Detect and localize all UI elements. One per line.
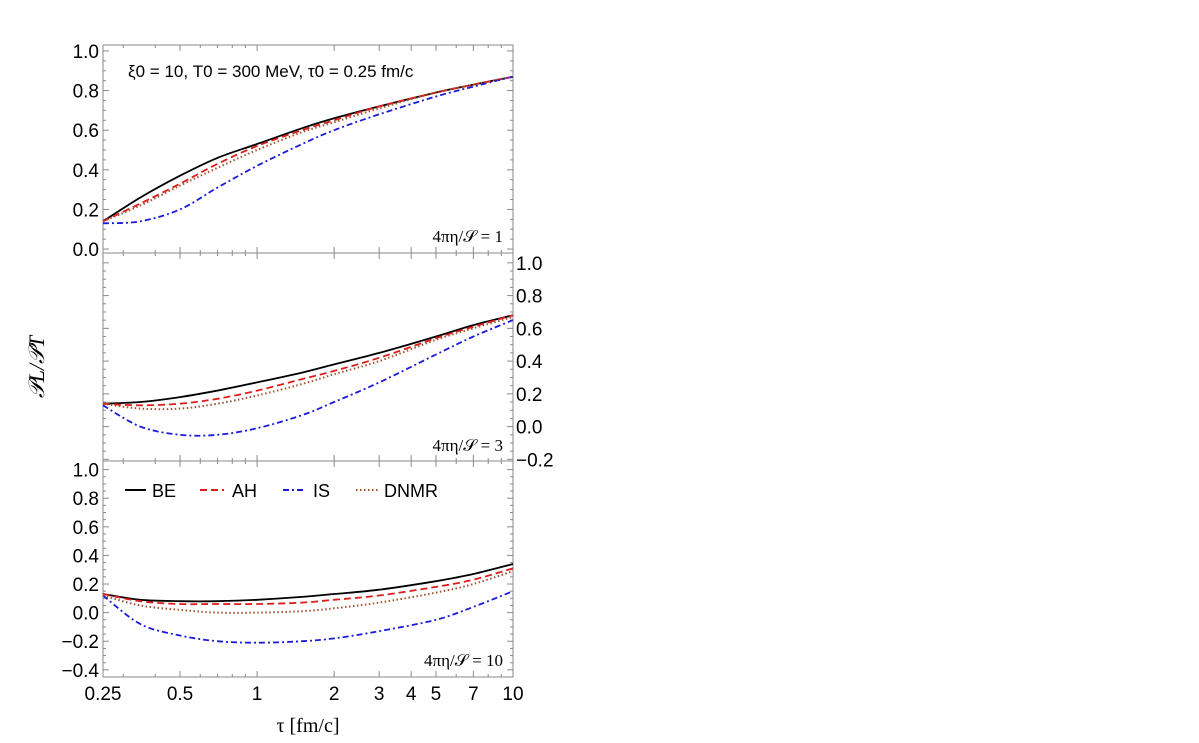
x-tick-label-0: 0.25 bbox=[85, 684, 122, 705]
x-axis-title: τ [fm/c] bbox=[276, 715, 339, 737]
y-tick-label-bottom-7: 1.0 bbox=[73, 461, 99, 482]
x-tick-label-7: 7 bbox=[468, 684, 479, 705]
y-tick-label-bottom-3: 0.2 bbox=[73, 575, 99, 596]
tick-labels-layer: 0.0 0.2 0.4 0.6 0.8 1.0 −0.2 0.0 0.2 0.4 0.6 0.8 1.0… bbox=[61, 42, 553, 705]
curve-is-bottom bbox=[102, 590, 514, 644]
y-tick-label-top-1: 0.2 bbox=[73, 200, 99, 221]
y-tick-label-bottom-2: 0.0 bbox=[73, 604, 99, 625]
panel-label-middle: 4πη/𝒮 = 3 bbox=[433, 436, 503, 455]
x-tick-label-2: 1 bbox=[252, 684, 263, 705]
x-tick-label-4: 3 bbox=[374, 684, 385, 705]
y-tick-label-bottom-1: −0.2 bbox=[61, 632, 99, 653]
parameters-annotation: ξ0 = 10, T0 = 300 MeV, τ0 = 0.25 fm/c bbox=[128, 62, 414, 81]
y-tick-label-top-4: 0.8 bbox=[73, 82, 99, 103]
legend-label-ah: AH bbox=[232, 481, 257, 501]
y-tick-label-bottom-6: 0.8 bbox=[73, 489, 99, 510]
curves-layer bbox=[102, 75, 514, 644]
y-tick-label-bottom-4: 0.4 bbox=[73, 546, 100, 567]
y-tick-label-top-2: 0.4 bbox=[73, 161, 100, 182]
curve-ah-middle bbox=[102, 314, 514, 407]
curve-dnmr-bottom bbox=[102, 570, 514, 614]
curve-dnmr-top bbox=[102, 75, 514, 223]
y-tick-label-middle-5: 0.8 bbox=[516, 287, 542, 308]
panel-label-top: 4πη/𝒮 = 1 bbox=[433, 227, 503, 246]
curve-dnmr-middle bbox=[102, 315, 514, 411]
y-tick-label-middle-3: 0.4 bbox=[516, 352, 543, 373]
x-tick-label-6: 5 bbox=[431, 684, 442, 705]
panel-frame-middle bbox=[102, 252, 514, 462]
y-tick-label-middle-6: 1.0 bbox=[516, 254, 542, 275]
ticks-layer bbox=[102, 45, 514, 677]
y-tick-label-top-5: 1.0 bbox=[73, 42, 99, 63]
curve-be-top bbox=[102, 75, 514, 223]
y-tick-label-middle-0: −0.2 bbox=[516, 450, 554, 471]
curve-be-bottom bbox=[102, 563, 514, 603]
x-tick-label-8: 10 bbox=[502, 684, 523, 705]
curve-ah-top bbox=[102, 75, 514, 223]
curve-is-middle bbox=[102, 319, 514, 437]
y-tick-label-bottom-0: −0.4 bbox=[61, 661, 99, 682]
y-tick-label-top-0: 0.0 bbox=[73, 240, 99, 261]
y-tick-label-middle-2: 0.2 bbox=[516, 385, 542, 406]
y-tick-label-bottom-5: 0.6 bbox=[73, 518, 99, 539]
y-tick-label-top-3: 0.6 bbox=[73, 121, 99, 142]
curve-is-top bbox=[102, 75, 514, 225]
panel-label-bottom: 4πη/𝒮 = 10 bbox=[424, 651, 503, 670]
y-tick-label-middle-1: 0.0 bbox=[516, 418, 542, 439]
y-axis-title: 𝒫L/𝒫T bbox=[24, 334, 49, 398]
x-tick-label-1: 0.5 bbox=[167, 684, 193, 705]
x-tick-label-3: 2 bbox=[329, 684, 340, 705]
legend-label-dnmr: DNMR bbox=[384, 481, 438, 501]
y-tick-label-middle-4: 0.6 bbox=[516, 319, 542, 340]
legend-label-be: BE bbox=[152, 481, 176, 501]
curve-be-middle bbox=[102, 314, 514, 405]
curve-ah-bottom bbox=[102, 567, 514, 606]
x-tick-label-5: 4 bbox=[406, 684, 417, 705]
legend-label-is: IS bbox=[313, 481, 330, 501]
legend: BE AH IS DNMR bbox=[125, 481, 438, 501]
